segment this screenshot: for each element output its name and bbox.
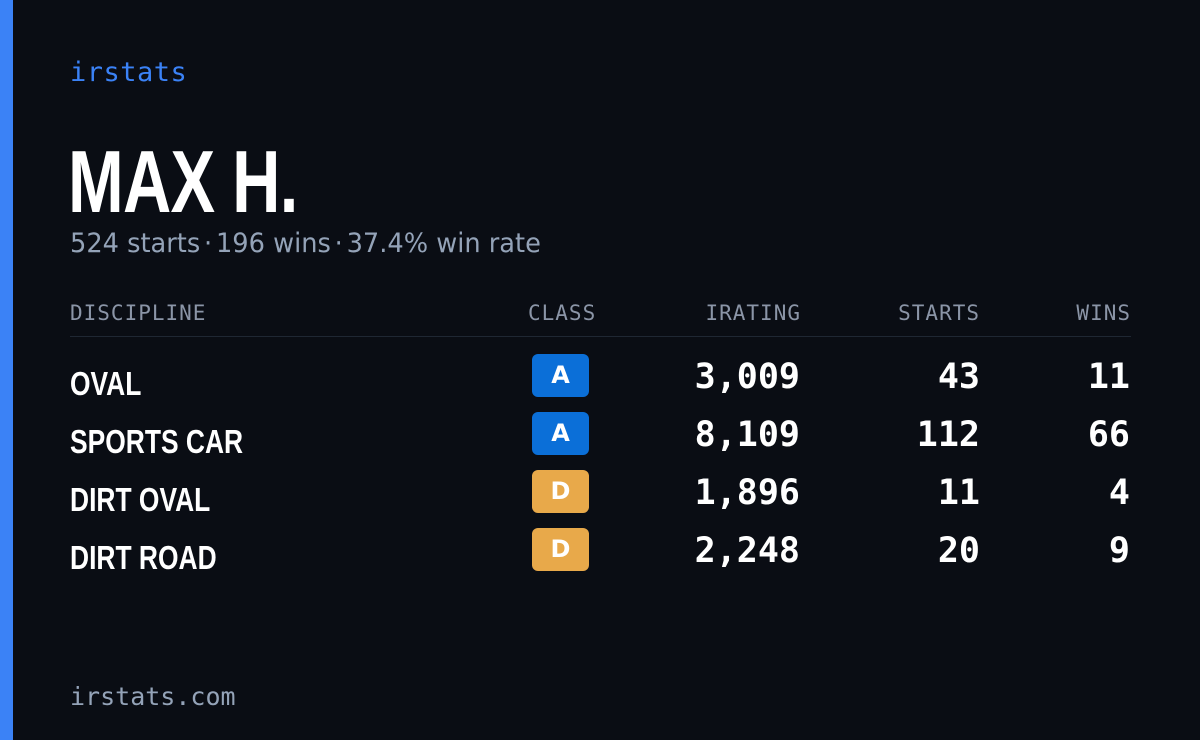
wins-value: 9	[1108, 531, 1130, 571]
footer-url: irstats.com	[70, 682, 236, 711]
wins-value: 4	[1108, 473, 1130, 513]
license-class-badge: A	[532, 354, 589, 397]
starts-value: 43	[937, 357, 980, 397]
summary-starts: 524 starts	[70, 228, 201, 259]
irating-value: 2,248	[694, 531, 800, 571]
table-row: OVAL A 3,009 43 11	[70, 354, 1131, 412]
accent-bar	[0, 0, 13, 740]
table-row: DIRT ROAD D 2,248 20 9	[70, 528, 1131, 586]
summary-separator: ·	[334, 228, 343, 259]
table-row: DIRT OVAL D 1,896 11 4	[70, 470, 1131, 528]
player-name: MAX H.	[68, 132, 298, 231]
discipline-name: DIRT OVAL	[70, 481, 211, 518]
summary-wins: 196 wins	[215, 228, 331, 259]
column-header-discipline: DISCIPLINE	[70, 301, 207, 325]
column-header-class: CLASS	[528, 301, 597, 325]
column-header-starts: STARTS	[898, 301, 980, 325]
starts-value: 20	[937, 531, 980, 571]
wins-value: 66	[1087, 415, 1130, 455]
discipline-name: OVAL	[70, 365, 142, 402]
career-summary: 524 starts · 196 wins · 37.4% win rate	[70, 226, 541, 262]
brand-logo-text: irstats	[70, 57, 188, 88]
discipline-name: DIRT ROAD	[70, 539, 217, 576]
wins-value: 11	[1087, 357, 1130, 397]
column-header-irating: IRATING	[705, 301, 801, 325]
discipline-name: SPORTS CAR	[70, 423, 244, 460]
license-class-badge: D	[532, 470, 589, 513]
irating-value: 1,896	[694, 473, 800, 513]
irating-value: 8,109	[694, 415, 800, 455]
summary-win-rate: 37.4% win rate	[346, 228, 541, 259]
starts-value: 11	[937, 473, 980, 513]
starts-value: 112	[916, 415, 980, 455]
summary-separator: ·	[204, 228, 213, 259]
stats-table-header: DISCIPLINE CLASS IRATING STARTS WINS	[70, 298, 1131, 337]
table-row: SPORTS CAR A 8,109 112 66	[70, 412, 1131, 470]
license-class-badge: A	[532, 412, 589, 455]
irating-value: 3,009	[694, 357, 800, 397]
column-header-wins: WINS	[1076, 301, 1131, 325]
license-class-badge: D	[532, 528, 589, 571]
